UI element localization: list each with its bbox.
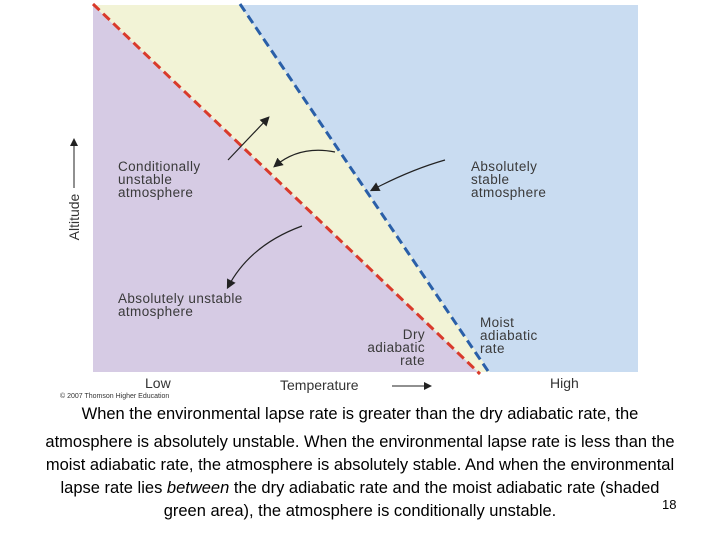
line-label: rate (480, 341, 505, 356)
credit: © 2007 Thomson Higher Education (60, 392, 169, 400)
caption-line: lapse rate lies between the dry adiabati… (0, 479, 720, 498)
caption-line: green area), the atmosphere is condition… (163, 502, 557, 520)
x-axis-label: Temperature (280, 377, 359, 393)
conditional-region (93, 5, 490, 372)
region-label: Absolutely unstable (118, 291, 243, 306)
region-label: atmosphere (118, 304, 193, 319)
caption-line: atmosphere is absolutely unstable. When … (45, 433, 675, 451)
x-axis-high: High (550, 375, 579, 391)
caption-text: lapse rate lies (60, 479, 167, 497)
region-label: Conditionally (118, 159, 201, 174)
arrow (369, 159, 446, 192)
line-label: adiabatic (480, 328, 538, 343)
caption-line: moist adiabatic rate, the atmosphere is … (45, 456, 675, 474)
stable-region (240, 5, 638, 372)
arrow (227, 116, 270, 161)
line-label: Moist (480, 315, 514, 330)
region-label: stable (471, 172, 509, 187)
region-label: atmosphere (118, 185, 193, 200)
caption-emphasis: between (166, 479, 230, 497)
caption-text: the dry adiabatic rate and the moist adi… (229, 479, 660, 497)
line-label: rate (400, 353, 425, 368)
region-label: atmosphere (471, 185, 546, 200)
arrow (273, 149, 336, 168)
line-label: Dry (403, 327, 425, 342)
arrow (226, 225, 303, 290)
y-axis-label: Altitude (66, 193, 82, 240)
page-number: 18 (662, 497, 677, 512)
diagram: Conditionally unstable atmosphere Absolu… (60, 2, 638, 400)
region-label: Absolutely (471, 159, 537, 174)
moist-adiabatic-line (238, 3, 492, 375)
x-axis-low: Low (145, 375, 172, 391)
line-label: adiabatic (367, 340, 425, 355)
caption-line: When the environmental lapse rate is gre… (81, 405, 639, 423)
region-label: unstable (118, 172, 172, 187)
dry-adiabatic-line (91, 2, 482, 376)
